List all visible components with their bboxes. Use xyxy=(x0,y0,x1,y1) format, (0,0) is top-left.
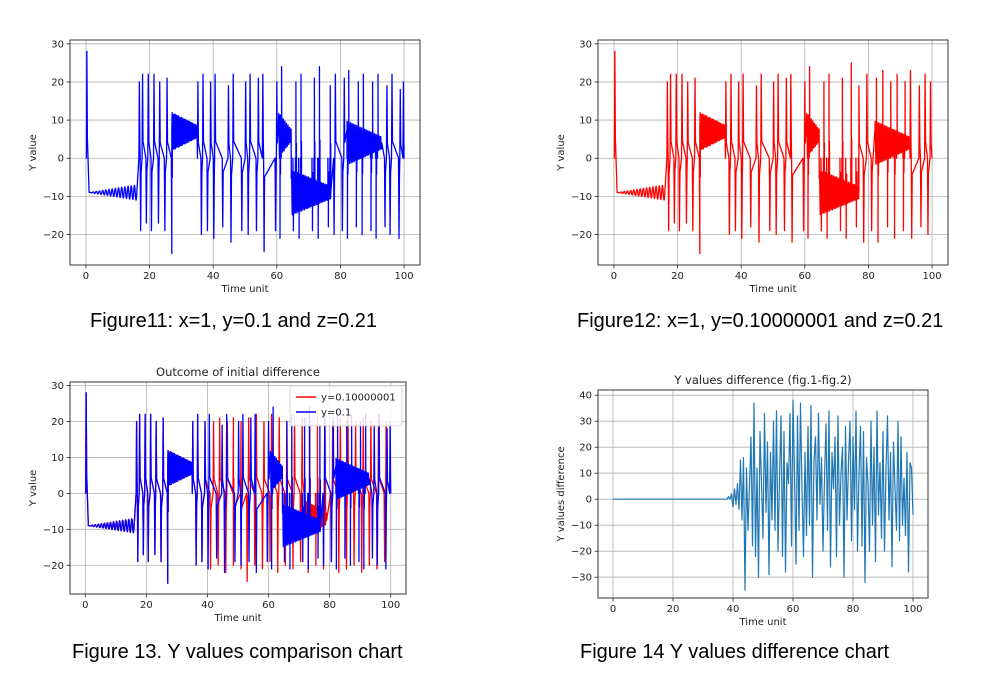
y-tick-label: −20 xyxy=(571,547,592,558)
x-tick-label: 60 xyxy=(798,271,811,282)
chart-title: Outcome of initial difference xyxy=(156,365,320,379)
y-tick-label: 0 xyxy=(586,495,592,506)
y-tick-label: −20 xyxy=(43,230,64,241)
plot-frame xyxy=(69,39,421,266)
x-tick-label: 80 xyxy=(847,604,860,615)
x-axis-label: Time unit xyxy=(220,284,268,295)
y-axis-label: Y value xyxy=(28,470,39,508)
x-tick-label: 40 xyxy=(735,271,748,282)
y-tick-label: 30 xyxy=(51,381,64,392)
caption-fig11: Figure11: x=1, y=0.1 and z=0.21 xyxy=(90,310,378,332)
chart-fig14-difference: Y values difference (fig.1-fig.2) 0 20 40 60… xyxy=(556,373,929,628)
y-axis-label: Y values difference xyxy=(556,446,567,542)
x-tick-label: 20 xyxy=(143,271,156,282)
y-tick-label: −20 xyxy=(43,561,64,572)
x-tick-label: 0 xyxy=(83,271,89,282)
chart-fig12-y-value: 0 20 40 60 80 100 −20 −10 0 10 20 30 Time unit Y valu… xyxy=(556,39,949,295)
plot-frame xyxy=(69,381,407,595)
caption-fig12: Figure12: x=1, y=0.10000001 and z=0.21 xyxy=(577,310,944,332)
x-tick-label: 40 xyxy=(207,271,220,282)
chart-panel-fig12: 0 20 40 60 80 100 −20 −10 0 10 20 30 Time unit Y valu… xyxy=(546,28,966,308)
x-axis-label: Time unit xyxy=(748,284,796,295)
y-tick-label: 0 xyxy=(58,489,64,500)
y-axis-label: Y value xyxy=(556,134,567,172)
x-tick-label: 80 xyxy=(334,271,347,282)
x-tick-label: 100 xyxy=(395,271,414,282)
caption-fig13: Figure 13. Y values comparison chart xyxy=(72,641,403,663)
x-tick-label: 20 xyxy=(140,600,153,611)
chart-panel-fig14: Y values difference (fig.1-fig.2) 0 20 40 60… xyxy=(546,372,966,640)
y-tick-label: 10 xyxy=(579,116,592,127)
x-axis-label: Time unit xyxy=(213,613,261,624)
x-tick-label: 20 xyxy=(667,604,680,615)
y-tick-label: 10 xyxy=(51,453,64,464)
y-tick-label: −10 xyxy=(43,525,64,536)
legend-label: y=0.10000001 xyxy=(321,393,396,404)
y-tick-label: 30 xyxy=(579,417,592,428)
x-tick-label: 80 xyxy=(862,271,875,282)
legend-box xyxy=(289,385,403,427)
x-tick-label: 40 xyxy=(201,600,214,611)
y-tick-label: 20 xyxy=(51,77,64,88)
x-tick-label: 60 xyxy=(787,604,800,615)
chart-title: Y values difference (fig.1-fig.2) xyxy=(673,373,851,387)
caption-fig14: Figure 14 Y values difference chart xyxy=(580,641,890,663)
y-tick-label: −10 xyxy=(571,192,592,203)
x-tick-label: 60 xyxy=(262,600,275,611)
plot-frame xyxy=(597,39,949,266)
chart-panel-fig11: 0 20 40 60 80 100 −20 −10 0 10 20 30 Time unit Y valu… xyxy=(18,28,438,308)
x-tick-label: 100 xyxy=(381,600,400,611)
y-tick-label: 0 xyxy=(58,154,64,165)
x-tick-label: 100 xyxy=(923,271,942,282)
chart-fig11-y-value: 0 20 40 60 80 100 −20 −10 0 10 20 30 Time unit Y valu… xyxy=(28,39,421,295)
y-tick-label: 30 xyxy=(579,39,592,50)
x-tick-label: 0 xyxy=(611,271,617,282)
y-tick-label: 20 xyxy=(51,417,64,428)
x-tick-label: 40 xyxy=(727,604,740,615)
series-line-series-0 xyxy=(613,50,933,255)
series-line-y-0-1 xyxy=(85,392,392,584)
x-tick-label: 80 xyxy=(323,600,336,611)
y-axis-label: Y value xyxy=(28,134,39,172)
y-tick-label: 0 xyxy=(586,154,592,165)
x-tick-label: 0 xyxy=(610,604,616,615)
plot-frame xyxy=(597,389,929,599)
series-line-series-0 xyxy=(85,50,405,255)
y-tick-label: 20 xyxy=(579,77,592,88)
x-tick-label: 20 xyxy=(671,271,684,282)
chart-panel-fig13: Outcome of initial difference 0 20 40 60 80 10… xyxy=(18,358,438,638)
series-line-series-0 xyxy=(613,399,914,591)
x-tick-label: 100 xyxy=(903,604,922,615)
x-tick-label: 60 xyxy=(270,271,283,282)
y-tick-label: 10 xyxy=(51,116,64,127)
y-tick-label: −30 xyxy=(571,573,592,584)
y-tick-label: 30 xyxy=(51,39,64,50)
chart-fig13-comparison: Outcome of initial difference 0 20 40 60 80 10… xyxy=(28,365,407,624)
legend-label: y=0.1 xyxy=(321,408,351,419)
y-tick-label: −10 xyxy=(43,192,64,203)
x-tick-label: 0 xyxy=(82,600,88,611)
x-axis-label: Time unit xyxy=(738,617,786,628)
y-tick-label: 10 xyxy=(579,469,592,480)
y-tick-label: −20 xyxy=(571,230,592,241)
y-tick-label: 20 xyxy=(579,443,592,454)
y-tick-label: −10 xyxy=(571,521,592,532)
y-tick-label: 40 xyxy=(579,391,592,402)
